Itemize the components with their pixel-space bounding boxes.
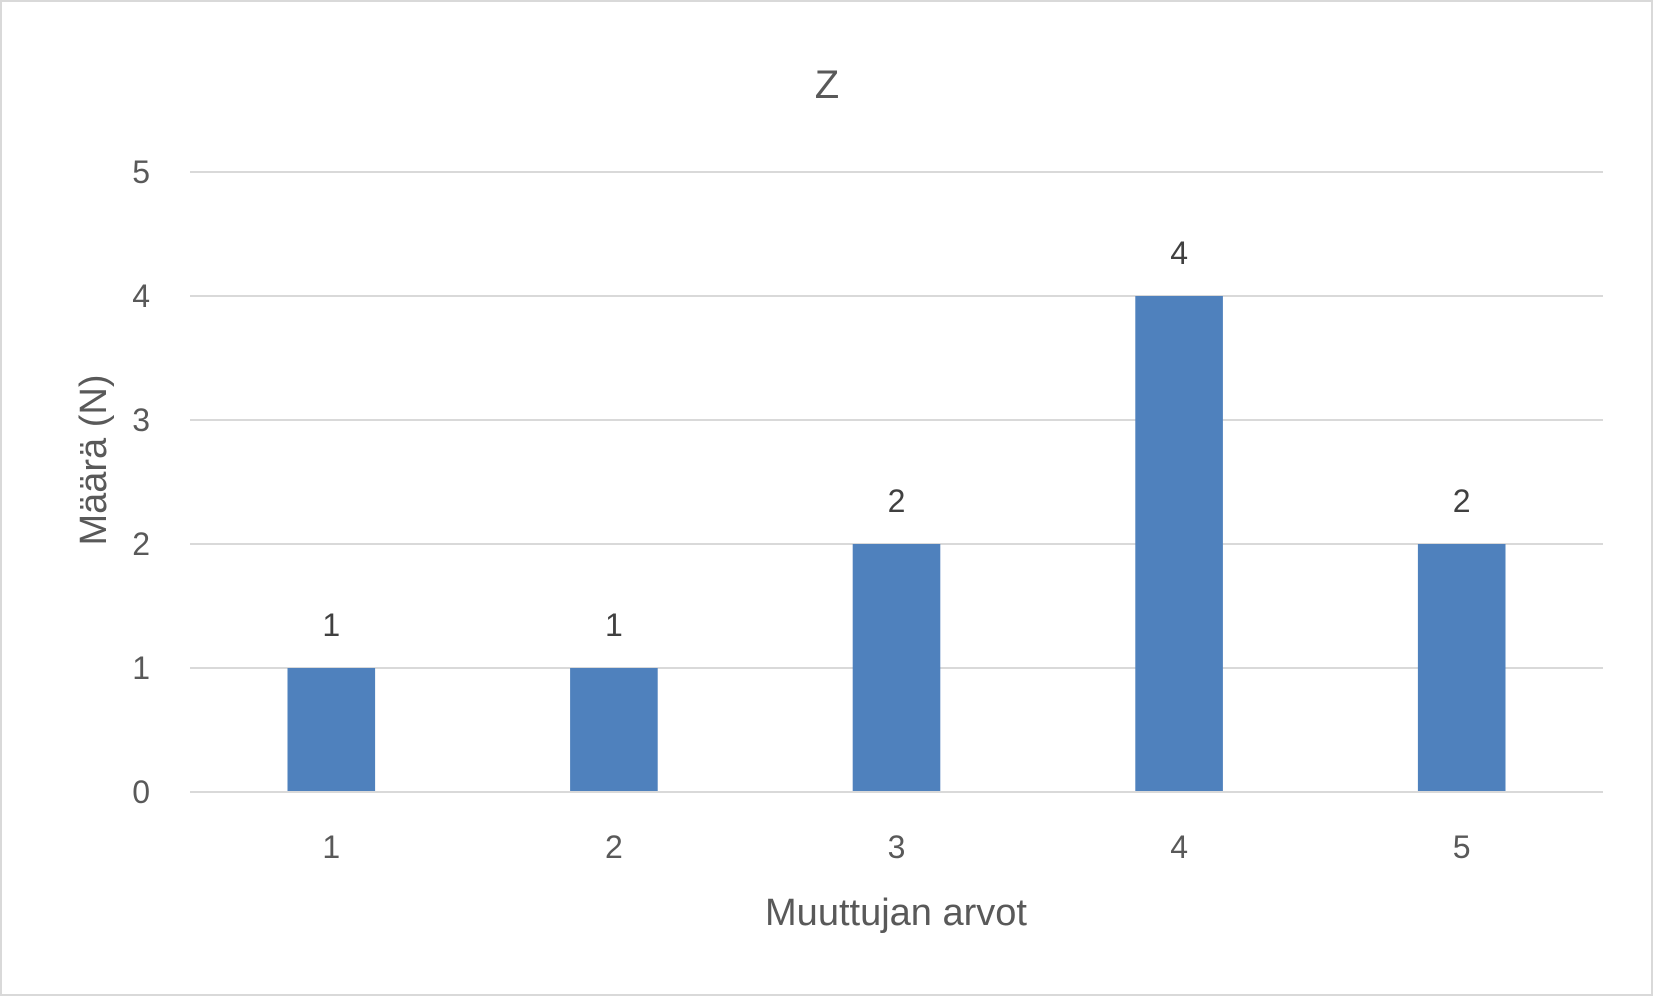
- bar-2: [570, 668, 658, 791]
- bar-5: [1417, 544, 1506, 791]
- data-labels: 1 1 2 4 2: [322, 235, 1470, 643]
- y-tick-label-1: 1: [132, 650, 150, 686]
- x-axis-ticks: 1 2 3 4 5: [322, 829, 1470, 865]
- chart-title: Z: [815, 63, 839, 107]
- data-label-5: 2: [1453, 483, 1471, 519]
- y-tick-label-4: 4: [132, 278, 150, 314]
- data-label-3: 2: [888, 483, 906, 519]
- y-tick-label-0: 0: [132, 774, 150, 810]
- y-tick-label-3: 3: [132, 402, 150, 438]
- data-label-4: 4: [1170, 235, 1188, 271]
- x-tick-label-5: 5: [1453, 829, 1471, 865]
- bar-3: [852, 544, 941, 791]
- x-tick-label-3: 3: [888, 829, 906, 865]
- x-tick-label-1: 1: [322, 829, 340, 865]
- y-axis-title: Määrä (N): [73, 374, 115, 545]
- x-tick-label-4: 4: [1170, 829, 1188, 865]
- y-tick-label-5: 5: [132, 154, 150, 190]
- bar-4: [1135, 296, 1223, 791]
- data-label-2: 1: [605, 607, 623, 643]
- bars: [287, 296, 1506, 791]
- x-axis-title: Muuttujan arvot: [765, 892, 1027, 934]
- data-label-1: 1: [322, 607, 340, 643]
- y-axis-ticks: 0 1 2 3 4 5: [132, 154, 150, 810]
- y-tick-label-2: 2: [132, 526, 150, 562]
- bar-1: [287, 668, 376, 791]
- x-tick-label-2: 2: [605, 829, 623, 865]
